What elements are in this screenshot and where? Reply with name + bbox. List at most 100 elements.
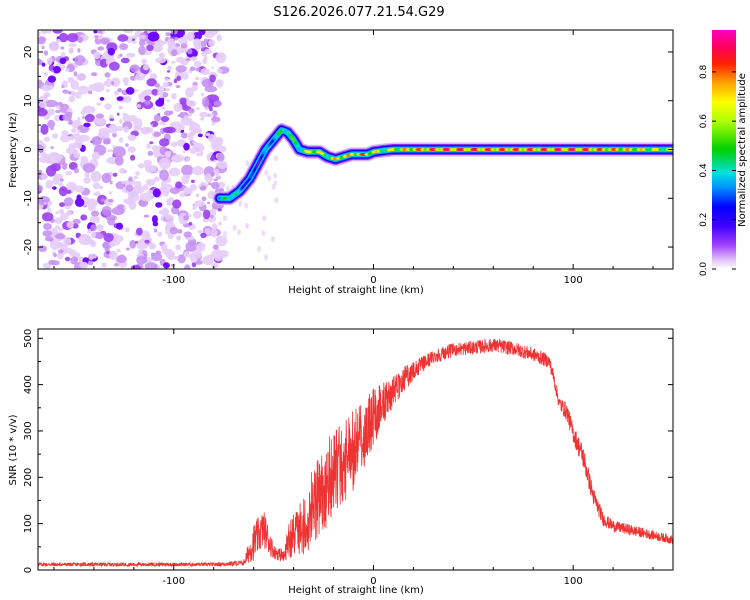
noise-speck (119, 43, 128, 51)
noise-speck (202, 96, 210, 108)
noise-speck (245, 222, 250, 229)
noise-speck (152, 106, 156, 110)
noise-speck (93, 118, 103, 125)
noise-speck (76, 73, 87, 81)
noise-speck (100, 198, 105, 202)
bottom-y-tick-label: 500 (23, 329, 34, 348)
noise-speck (187, 48, 193, 55)
noise-speck (192, 141, 197, 144)
noise-speck (150, 124, 154, 127)
noise-speck (257, 246, 261, 253)
bottom-y-tick-label: 100 (23, 514, 34, 533)
noise-speck (264, 169, 269, 176)
noise-speck (107, 47, 116, 56)
bottom-x-tick-label: 0 (370, 576, 376, 587)
noise-speck (264, 254, 269, 261)
noise-speck (216, 162, 220, 166)
noise-speck (142, 184, 149, 191)
noise-speck (52, 133, 59, 139)
noise-speck (63, 197, 74, 207)
noise-speck (74, 198, 85, 207)
noise-speck (77, 85, 90, 95)
noise-speck (208, 134, 217, 143)
noise-speck (175, 85, 181, 89)
noise-speck (91, 152, 100, 160)
noise-speck (209, 74, 216, 83)
noise-speck (141, 89, 151, 97)
noise-speck (170, 61, 176, 64)
noise-speck (68, 95, 76, 103)
noise-speck (96, 102, 101, 106)
noise-speck (138, 35, 146, 40)
noise-speck (270, 236, 275, 243)
noise-speck (177, 229, 183, 234)
noise-speck (160, 116, 170, 122)
noise-speck (68, 43, 77, 48)
ridge-layer-1 (214, 124, 673, 204)
noise-speck (96, 232, 104, 240)
noise-speck (244, 202, 249, 209)
noise-speck (112, 132, 117, 138)
noise-speck (125, 227, 130, 233)
noise-speck (97, 46, 105, 51)
noise-speck (40, 123, 49, 135)
noise-speck (77, 36, 84, 43)
noise-speck (41, 212, 54, 222)
noise-speck (213, 100, 222, 107)
noise-speck (271, 183, 276, 190)
noise-speck (261, 230, 266, 237)
noise-speck (40, 30, 49, 34)
noise-speck (43, 201, 47, 205)
noise-speck (138, 45, 146, 56)
noise-speck (79, 261, 89, 269)
noise-speck (47, 207, 52, 213)
noise-speck (116, 222, 123, 230)
noise-speck (173, 102, 183, 112)
noise-speck (170, 141, 178, 148)
colorbar-tick-label: 0.2 (699, 213, 709, 227)
noise-speck (49, 41, 60, 52)
noise-speck (159, 121, 167, 126)
noise-speck (73, 71, 78, 77)
noise-speck (164, 150, 171, 158)
noise-speck (165, 32, 171, 37)
noise-speck (146, 78, 157, 87)
noise-speck (187, 188, 193, 194)
noise-speck (216, 34, 222, 42)
noise-speck (148, 242, 155, 248)
noise-speck (90, 231, 97, 239)
noise-speck (183, 215, 190, 221)
noise-speck (153, 228, 158, 233)
colorbar-tick-label: 0.0 (699, 262, 709, 277)
noise-speck (159, 138, 170, 147)
top-y-tick-label: -10 (23, 190, 34, 206)
noise-speck (165, 88, 170, 92)
noise-speck (154, 82, 160, 88)
noise-speck (39, 95, 48, 104)
noise-speck (73, 152, 81, 159)
noise-speck (211, 116, 221, 123)
colorbar-tick-label: 0.6 (699, 114, 709, 129)
noise-speck (123, 81, 129, 86)
noise-speck (80, 214, 88, 221)
noise-speck (125, 247, 130, 251)
noise-speck (82, 105, 96, 114)
noise-speck (162, 191, 169, 197)
noise-speck (210, 214, 214, 219)
noise-speck (159, 169, 170, 181)
noise-speck (38, 108, 48, 117)
noise-speck (210, 141, 221, 150)
noise-speck (38, 31, 41, 37)
noise-speck (55, 109, 61, 114)
noise-speck (193, 38, 202, 48)
noise-speck (52, 186, 57, 190)
noise-speck (64, 256, 71, 262)
noise-speck (84, 171, 90, 179)
noise-speck (61, 51, 66, 58)
noise-speck (149, 141, 154, 145)
noise-speck (175, 244, 182, 251)
noise-speck (58, 182, 64, 188)
noise-speck (97, 30, 103, 34)
noise-speck (123, 198, 128, 203)
noise-speck (167, 253, 175, 261)
